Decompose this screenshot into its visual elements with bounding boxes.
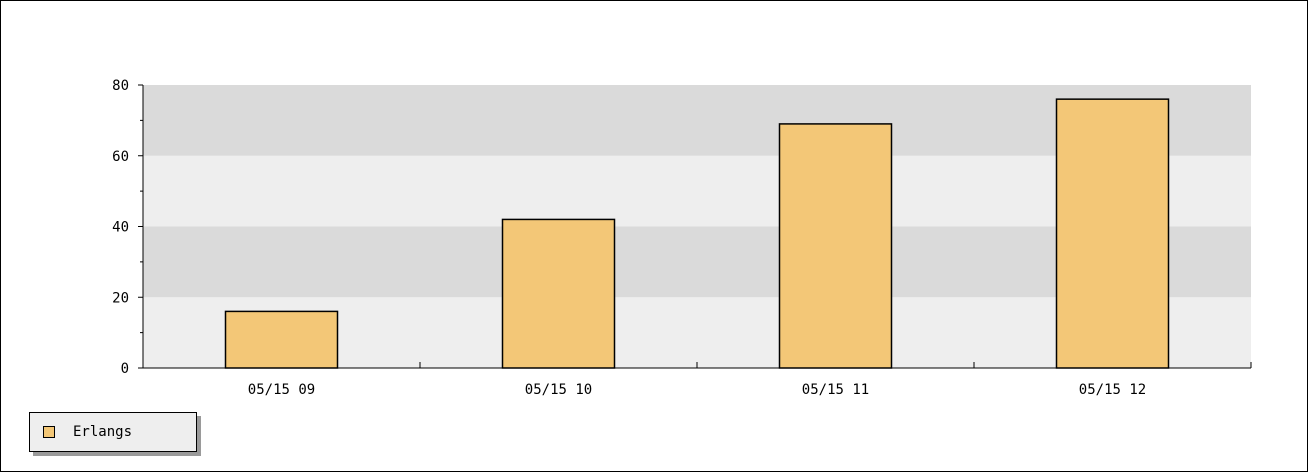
y-tick-label-60: 60	[112, 149, 129, 165]
y-tick-label-80: 80	[112, 78, 129, 94]
x-tick-label-0: 05/15 09	[248, 382, 315, 398]
bar-2	[778, 123, 893, 369]
x-tick-label-1: 05/15 10	[525, 382, 592, 398]
y-tick-label-40: 40	[112, 220, 129, 236]
y-tick-label-0: 0	[121, 361, 129, 377]
y-ticks: 0 20 40 60 80	[112, 78, 143, 377]
x-tick-label-2: 05/15 11	[802, 382, 869, 398]
bar-0	[224, 310, 339, 369]
legend-swatch-erlangs	[43, 426, 55, 438]
bars	[224, 98, 1170, 369]
legend-label-erlangs: Erlangs	[73, 424, 133, 440]
legend: Erlangs	[29, 412, 197, 452]
x-tick-label-3: 05/15 12	[1079, 382, 1146, 398]
bar-1	[501, 218, 616, 369]
y-tick-label-20: 20	[112, 290, 129, 306]
x-ticks: 05/15 09 05/15 10 05/15 11 05/15 12	[142, 362, 1252, 398]
bar-3	[1055, 98, 1170, 369]
